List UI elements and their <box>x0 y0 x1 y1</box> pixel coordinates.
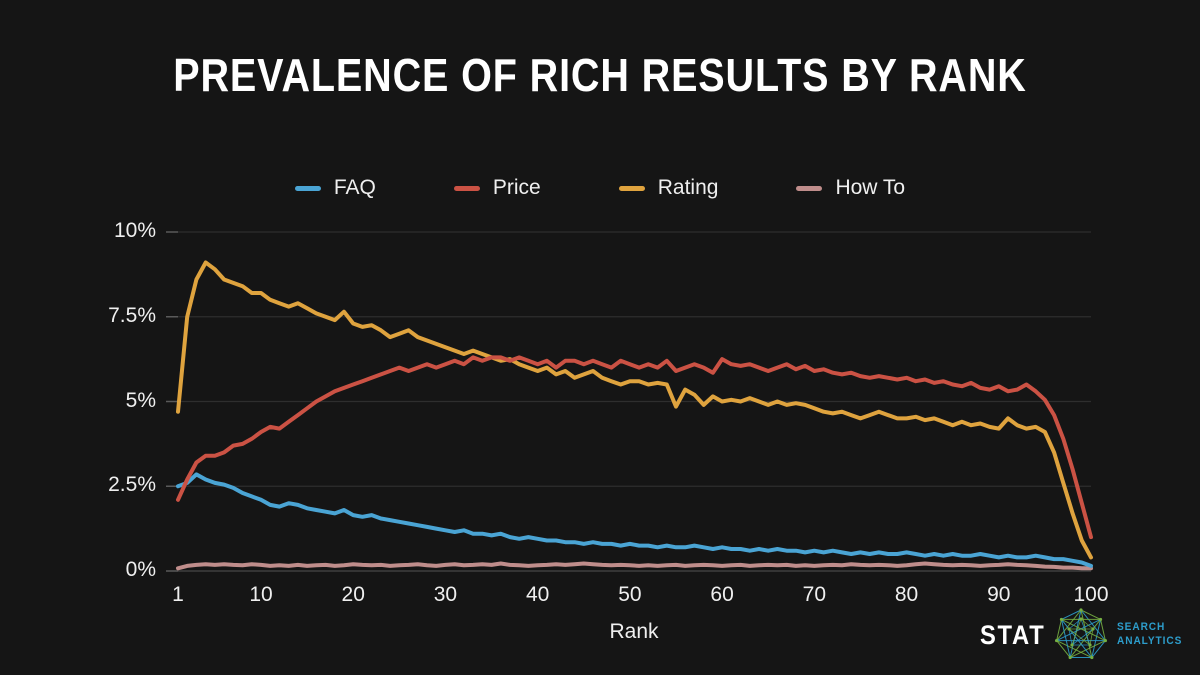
globe-node <box>1091 627 1095 631</box>
legend-item-rating: Rating <box>618 176 719 200</box>
globe-node <box>1067 627 1071 631</box>
globe-line <box>1068 628 1073 646</box>
x-tick-label: 70 <box>802 583 826 606</box>
legend-swatch-howto-icon <box>796 185 823 191</box>
legend: FAQ Price Rating How To <box>0 176 1200 200</box>
x-tick-label: 40 <box>525 583 550 606</box>
globe-line <box>1056 640 1071 658</box>
stat-logo-tagline: SEARCH ANALYTICS <box>1117 621 1182 649</box>
globe-line <box>1069 619 1101 658</box>
globe-line <box>1056 619 1063 641</box>
x-tick-label: 60 <box>710 583 734 606</box>
x-axis-title: Rank <box>609 620 659 643</box>
globe-line <box>1091 640 1106 658</box>
stat-logo-wordmark: STAT <box>979 619 1046 650</box>
y-tick-label: 0% <box>125 558 156 581</box>
stat-logo: STAT SEARCH ANALYTICS <box>971 607 1188 663</box>
globe-line <box>1091 619 1102 658</box>
y-tick-label: 2.5% <box>108 473 156 497</box>
globe-line <box>1089 628 1094 646</box>
globe-line <box>1080 618 1094 630</box>
globe-node <box>1059 617 1064 622</box>
chart-title: PREVALENCE OF RICH RESULTS BY RANK <box>173 49 1027 101</box>
y-tick-label: 7.5% <box>108 303 156 327</box>
globe-line <box>1069 640 1106 658</box>
globe-line <box>1068 618 1082 630</box>
x-tick-label: 10 <box>249 583 273 606</box>
globe-line <box>1071 628 1094 646</box>
legend-item-faq: FAQ <box>294 176 376 200</box>
globe-node <box>1068 655 1072 660</box>
y-tick-label: 5% <box>125 388 156 412</box>
legend-label-howto: How To <box>835 176 906 199</box>
line-how-to <box>176 561 1093 571</box>
globe-line <box>1061 609 1082 620</box>
globe-line <box>1080 609 1106 641</box>
globe-node <box>1088 643 1092 647</box>
globe-line <box>1100 619 1106 641</box>
stat-logo-tagline-line2: ANALYTICS <box>1117 635 1183 647</box>
y-tick-label: 10% <box>113 219 156 242</box>
line-faq <box>176 472 1093 568</box>
legend-label-price: Price <box>492 176 541 199</box>
legend-swatch-faq-icon <box>294 185 321 191</box>
globe-node <box>1079 617 1083 621</box>
globe-node <box>1103 638 1108 643</box>
x-tick-label: 90 <box>987 583 1011 606</box>
x-tick-label: 100 <box>1073 583 1109 606</box>
legend-item-howto: How To <box>796 176 905 200</box>
legend-item-price: Price <box>453 176 541 200</box>
globe-line <box>1061 619 1071 658</box>
globe-line <box>1056 609 1082 641</box>
globe-line <box>1068 628 1091 646</box>
globe-node <box>1090 655 1094 660</box>
legend-label-faq: FAQ <box>333 176 376 199</box>
x-tick-label: 1 <box>172 583 184 606</box>
globe-line <box>1071 618 1082 646</box>
x-tick-label: 50 <box>618 583 642 606</box>
stat-logo-globe-icon <box>1055 608 1108 660</box>
globe-node <box>1070 643 1074 647</box>
globe-node <box>1099 617 1103 622</box>
globe-line <box>1080 618 1091 646</box>
line-price <box>176 355 1093 540</box>
globe-line <box>1061 619 1093 658</box>
stat-logo-tagline-line1: SEARCH <box>1117 621 1166 634</box>
globe-line <box>1056 618 1101 642</box>
x-tick-label: 80 <box>894 583 919 606</box>
line-rating <box>176 260 1093 560</box>
legend-label-rating: Rating <box>657 176 719 199</box>
globe-line <box>1061 618 1106 642</box>
globe-line <box>1056 640 1093 658</box>
legend-swatch-rating-icon <box>618 185 645 191</box>
x-tick-label: 20 <box>341 583 365 606</box>
globe-node <box>1079 608 1083 612</box>
x-tick-label: 30 <box>433 583 458 606</box>
globe-line <box>1080 609 1101 620</box>
globe-node <box>1055 638 1059 643</box>
legend-swatch-price-icon <box>453 185 480 191</box>
